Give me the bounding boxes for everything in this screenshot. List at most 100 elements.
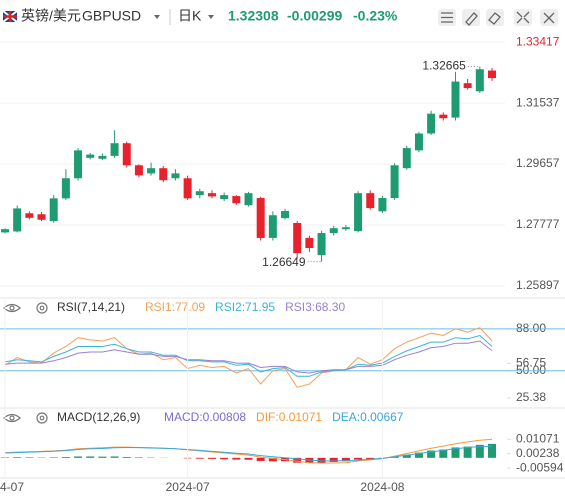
macd-bar [122, 456, 131, 458]
legend-entry: MACD:0.00808 [164, 410, 246, 424]
eye-pupil [9, 305, 15, 311]
symbol: GBPUSD [82, 8, 141, 24]
candle-body [86, 154, 95, 158]
candle-body [378, 198, 387, 212]
candle-body [439, 114, 448, 119]
candle-body [1, 229, 9, 233]
candle-body [244, 193, 253, 206]
candle-body [183, 178, 192, 199]
legend-entry: DIF:0.01071 [256, 410, 322, 424]
candle-body [341, 227, 350, 230]
price-change-pct: -0.23% [353, 8, 398, 24]
period-dropdown[interactable] [208, 15, 214, 19]
candle-body [134, 165, 143, 176]
gear-icon[interactable] [36, 412, 48, 424]
candle-body [414, 133, 423, 151]
toolbar [438, 9, 558, 26]
macd-bar [61, 456, 70, 458]
low-label: 1.26649 [262, 255, 306, 269]
draw-icon [465, 12, 478, 26]
candle-body [390, 165, 399, 199]
macd-bar [256, 457, 265, 461]
rsi-title: RSI(7,14,21) [57, 300, 125, 314]
high-label: 1.32665 [422, 59, 466, 73]
y-tick-label: 56.75 [516, 355, 546, 369]
rsi-tools [3, 302, 48, 424]
macd-bar [98, 456, 107, 458]
macd-line [4, 438, 493, 464]
macd-bar [354, 457, 363, 460]
candle-body [49, 198, 58, 222]
macd-bar [488, 443, 496, 458]
y-tick-label: 25.38 [516, 390, 546, 404]
rsi-line [4, 340, 493, 374]
x-tick-label: 2024-07 [166, 480, 210, 494]
macd-bar [475, 444, 484, 458]
macd-bar [414, 452, 423, 458]
candle-body [37, 214, 46, 220]
y-tick-label: 0.00238 [516, 446, 560, 460]
legend-entry: RSI2:71.95 [215, 300, 275, 314]
fullscreen-button[interactable] [514, 9, 532, 26]
candle-body [329, 228, 338, 234]
macd-bar [366, 457, 375, 460]
candle-body [13, 208, 22, 232]
legend-entry: RSI3:68.30 [285, 300, 345, 314]
macd-bar [86, 456, 95, 458]
macd-bar [329, 457, 338, 462]
last-price: 1.32308 [228, 8, 279, 24]
macd-bar [244, 457, 253, 460]
macd-bar [195, 457, 204, 459]
y-tick-label: 1.27777 [516, 217, 560, 231]
y-tick-label: 88.00 [516, 321, 546, 335]
x-tick-label: 2024-08 [360, 480, 404, 494]
clear-icon [488, 12, 501, 25]
macd-bar [110, 456, 119, 458]
candle-body [220, 195, 229, 200]
macd-bar [439, 449, 448, 458]
candle-body [61, 178, 70, 199]
y-tick-label: 1.29657 [516, 156, 560, 170]
candle-body [171, 173, 180, 179]
macd-title: MACD(12,26,9) [57, 410, 140, 424]
y-tick-label: 50.00 [516, 363, 546, 377]
candle-body [451, 81, 460, 118]
macd-bar [341, 457, 350, 462]
macd-bar [427, 450, 436, 458]
candle-body [110, 143, 119, 156]
candle-body [232, 196, 241, 204]
gear-center [39, 305, 45, 311]
pair-name: 英镑/美元 [21, 8, 81, 24]
y-tick-label: 1.33417 [516, 34, 560, 48]
fullscreen-icon [516, 11, 530, 24]
macd-bar [268, 457, 277, 462]
eye-icon[interactable] [3, 413, 21, 423]
macd-bar [74, 456, 83, 458]
gear-center [39, 415, 45, 421]
candle-body [207, 193, 216, 197]
macd-bar [13, 457, 22, 458]
macd-line [4, 445, 493, 462]
close-icon [543, 12, 555, 24]
candle-body [427, 113, 436, 134]
candle-body [317, 233, 326, 256]
candle-body [98, 155, 107, 159]
symbol-dropdown[interactable] [154, 15, 160, 19]
candle-body [366, 193, 375, 209]
candle-body [122, 143, 131, 166]
settings-icon [441, 12, 453, 23]
y-tick-label: 1.25897 [516, 278, 560, 292]
period[interactable]: 日K [178, 8, 202, 24]
eye-icon[interactable] [3, 303, 21, 313]
macd-bar [134, 457, 143, 458]
price-change: -0.00299 [287, 8, 342, 24]
candle-body [147, 168, 156, 174]
candle-body [25, 213, 34, 218]
gear-icon[interactable] [36, 302, 48, 314]
candle-body [488, 70, 496, 79]
legend-entry: RSI1:77.09 [145, 300, 205, 314]
eye-pupil [9, 415, 15, 421]
candle-body [268, 215, 277, 238]
